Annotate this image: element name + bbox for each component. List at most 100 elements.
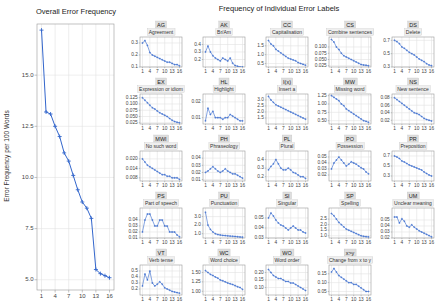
data-group <box>393 39 432 66</box>
panel: 1.001.251.50147101316WCWord choice <box>191 249 245 302</box>
x-grid-line <box>172 151 173 181</box>
point-marker <box>146 279 148 281</box>
point-marker <box>151 167 153 169</box>
y-tick-label: 1.00 <box>191 289 201 294</box>
panel-code: UM <box>409 193 418 199</box>
point-marker <box>227 282 229 284</box>
point-marker <box>176 121 178 123</box>
point-marker <box>393 97 395 99</box>
x-grid-line <box>305 94 306 124</box>
x-tick-label: 16 <box>177 240 183 245</box>
point-marker <box>360 287 362 289</box>
x-grid-line <box>212 37 213 67</box>
panel: 0.020.030.040.05147101316POPossession <box>317 135 371 188</box>
panel: 0.0250.0500.0750.100147101316CSCombine s… <box>315 21 374 74</box>
x-tick-label: 13 <box>358 297 364 302</box>
x-tick-label: 10 <box>414 69 420 74</box>
plot-area <box>266 94 308 124</box>
point-marker <box>222 280 224 282</box>
x-grid-line <box>331 265 332 295</box>
x-tick-label: 1 <box>267 126 270 131</box>
y-tick-label: 0.02 <box>191 170 201 175</box>
panel: 0.050.100.15147101316x>yChange from x to… <box>317 249 372 302</box>
x-tick-label: 10 <box>351 69 357 74</box>
point-marker <box>166 175 168 177</box>
axis-frame <box>329 37 371 67</box>
y-grid-line <box>203 233 245 234</box>
point-marker <box>161 113 163 115</box>
point-marker <box>416 228 418 230</box>
series-line <box>394 217 431 237</box>
series-line <box>205 46 242 67</box>
point-marker <box>358 165 360 167</box>
y-grid-line <box>203 165 245 166</box>
point-marker <box>171 290 173 292</box>
point-marker <box>333 215 335 217</box>
x-tick-label: 10 <box>162 240 168 245</box>
y-tick-label: 0.075 <box>315 51 327 56</box>
x-grid-line <box>331 208 332 238</box>
x-tick-label: 16 <box>429 240 435 245</box>
x-grid-line <box>164 265 165 295</box>
y-tick-label: 2.5 <box>320 216 327 221</box>
series-line <box>268 41 305 66</box>
y-grid-line <box>203 291 245 292</box>
point-marker <box>350 59 352 61</box>
point-marker <box>204 171 206 173</box>
y-tick-label: 0.04 <box>191 155 201 160</box>
y-tick-label: 10.0 <box>22 174 34 180</box>
x-tick-label: 4 <box>149 69 152 74</box>
x-grid-line <box>157 37 158 67</box>
x-grid-line <box>424 94 425 124</box>
panel-label: Singular <box>278 200 297 206</box>
x-tick-label: 10 <box>162 69 168 74</box>
point-marker <box>345 108 347 110</box>
panel-code-box <box>282 135 292 142</box>
plot-area <box>392 94 434 124</box>
x-tick-label: 16 <box>366 126 372 131</box>
x-tick-label: 7 <box>408 240 411 245</box>
y-grid-line <box>37 228 114 229</box>
x-grid-line <box>268 208 269 238</box>
point-marker <box>431 236 433 238</box>
point-marker <box>330 168 332 170</box>
panel-label-box <box>340 200 360 207</box>
point-marker <box>179 65 181 67</box>
point-marker <box>290 58 292 60</box>
y-grid-line <box>266 272 308 273</box>
x-grid-line <box>205 265 206 295</box>
point-marker <box>214 168 216 170</box>
panel: 1.02.03.0147101316PUPunctuation <box>194 192 245 245</box>
y-tick-label: 0.020 <box>126 156 138 161</box>
x-tick-label: 10 <box>414 183 420 188</box>
point-marker <box>292 112 294 114</box>
point-marker <box>217 117 219 119</box>
point-marker <box>348 57 350 59</box>
x-tick-label: 1 <box>204 183 207 188</box>
point-marker <box>285 55 287 57</box>
data-group <box>393 155 432 177</box>
x-tick-label: 4 <box>149 297 152 302</box>
x-tick-label: 16 <box>240 126 246 131</box>
x-tick-label: 7 <box>408 69 411 74</box>
point-marker <box>242 288 244 290</box>
x-grid-line <box>424 37 425 67</box>
point-marker <box>297 285 299 287</box>
y-tick-label: 0.02 <box>128 229 138 234</box>
point-marker <box>338 100 340 102</box>
point-marker <box>295 172 297 174</box>
x-grid-line <box>82 24 83 290</box>
x-grid-line <box>368 151 369 181</box>
point-marker <box>365 120 367 122</box>
y-tick-label: 1.5 <box>257 115 264 120</box>
panel-code: PU <box>220 193 228 199</box>
x-grid-line <box>235 208 236 238</box>
x-grid-line <box>205 151 206 181</box>
point-marker <box>154 55 156 57</box>
x-grid-line <box>431 94 432 124</box>
axis-frame <box>203 265 245 295</box>
point-marker <box>227 170 229 172</box>
point-marker <box>141 158 143 160</box>
point-marker <box>156 110 158 112</box>
point-marker <box>413 226 415 228</box>
